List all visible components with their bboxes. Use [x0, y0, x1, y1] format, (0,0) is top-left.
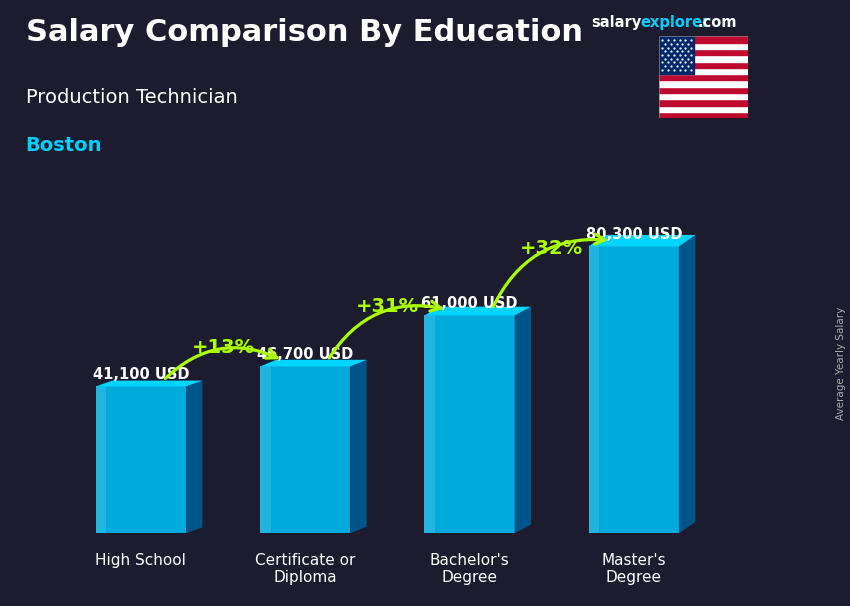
- Bar: [659, 74, 748, 81]
- Text: +32%: +32%: [520, 239, 583, 258]
- Polygon shape: [588, 247, 599, 533]
- Bar: [659, 42, 748, 49]
- Polygon shape: [95, 381, 202, 387]
- Text: 41,100 USD: 41,100 USD: [93, 367, 189, 382]
- Text: 80,300 USD: 80,300 USD: [586, 227, 682, 242]
- Polygon shape: [679, 235, 695, 533]
- Bar: [659, 105, 748, 112]
- Polygon shape: [424, 315, 514, 533]
- Bar: [659, 55, 748, 62]
- Polygon shape: [424, 315, 435, 533]
- Text: .com: .com: [698, 15, 737, 30]
- Text: explorer: explorer: [640, 15, 710, 30]
- Text: Average Yearly Salary: Average Yearly Salary: [836, 307, 846, 420]
- Polygon shape: [260, 367, 271, 533]
- Polygon shape: [424, 307, 531, 315]
- Bar: [659, 93, 748, 99]
- Bar: [659, 112, 748, 118]
- Polygon shape: [260, 367, 350, 533]
- Bar: [659, 36, 748, 42]
- Text: salary: salary: [591, 15, 641, 30]
- Text: +13%: +13%: [191, 338, 254, 357]
- Polygon shape: [95, 387, 186, 533]
- Bar: [659, 36, 694, 74]
- Polygon shape: [95, 387, 106, 533]
- Text: +31%: +31%: [356, 298, 419, 316]
- Polygon shape: [350, 360, 366, 533]
- Polygon shape: [588, 235, 695, 247]
- Polygon shape: [186, 381, 202, 533]
- Text: 46,700 USD: 46,700 USD: [257, 347, 354, 362]
- Polygon shape: [588, 247, 679, 533]
- Bar: [659, 99, 748, 105]
- Bar: [659, 49, 748, 55]
- Polygon shape: [260, 360, 366, 367]
- Bar: [659, 62, 748, 68]
- Text: 61,000 USD: 61,000 USD: [422, 296, 518, 311]
- Bar: [659, 81, 748, 87]
- Text: Boston: Boston: [26, 136, 102, 155]
- Text: Salary Comparison By Education: Salary Comparison By Education: [26, 18, 582, 47]
- Text: Production Technician: Production Technician: [26, 88, 237, 107]
- Bar: [659, 87, 748, 93]
- Bar: [659, 68, 748, 74]
- Polygon shape: [514, 307, 531, 533]
